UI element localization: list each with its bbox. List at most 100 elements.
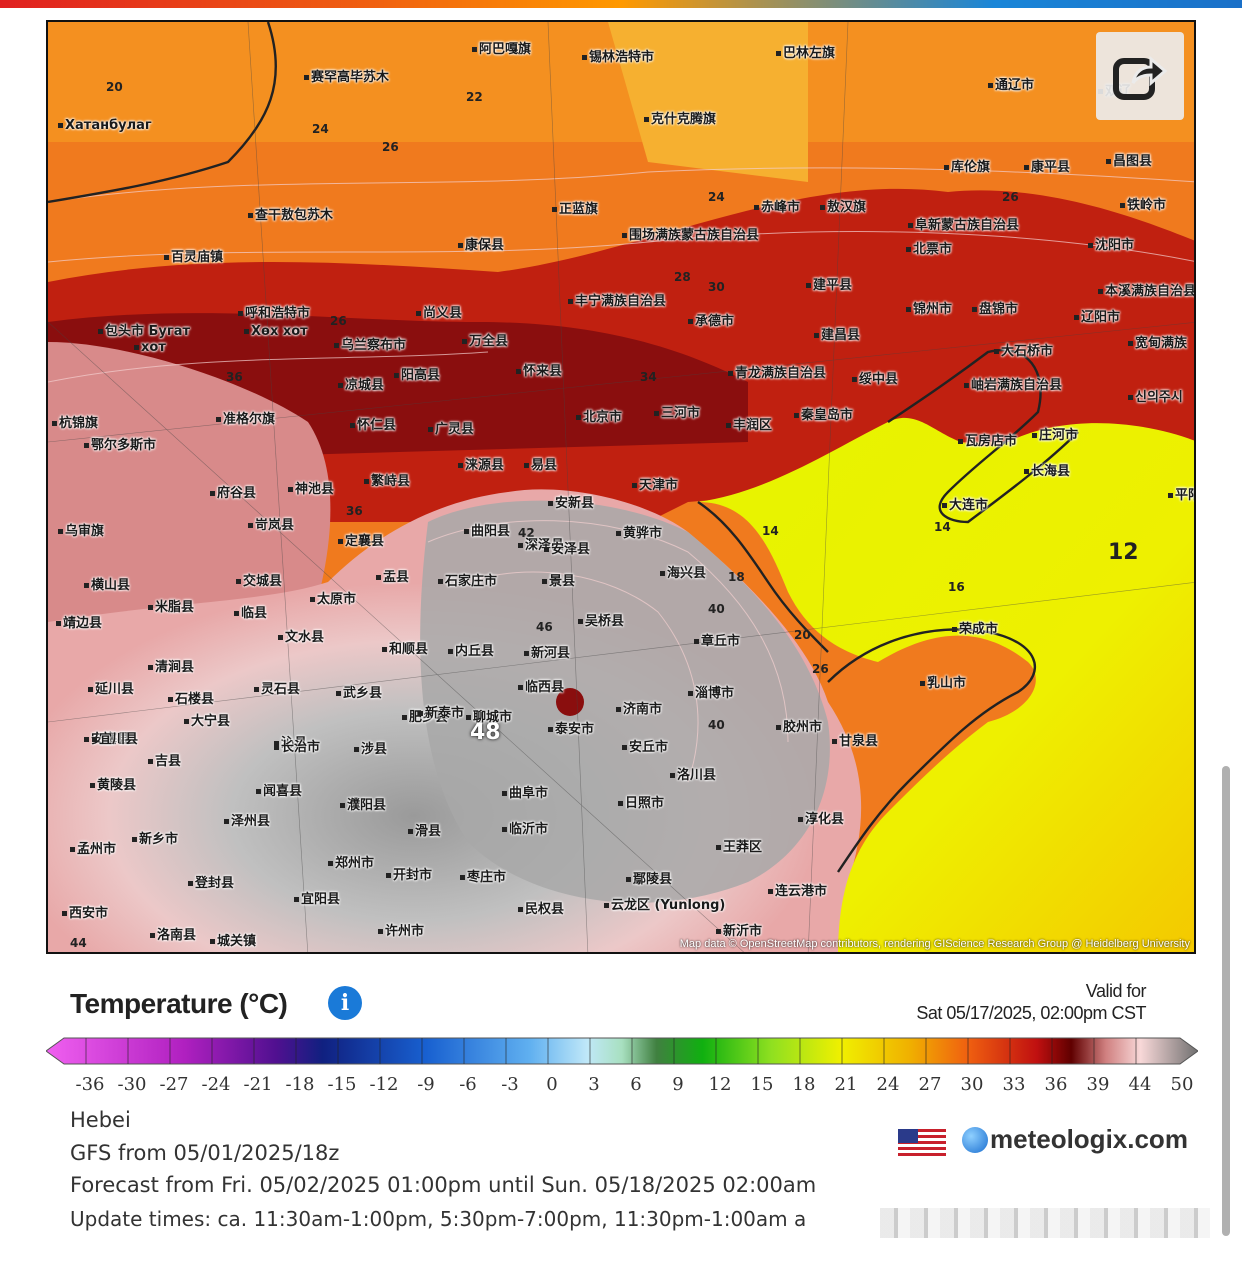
scale-tick: -18 bbox=[285, 1074, 315, 1095]
map-place-label: 本溪满族自治县 bbox=[1098, 280, 1194, 299]
scale-tick: 36 bbox=[1044, 1074, 1068, 1095]
map-place-label: 泽州县 bbox=[224, 810, 270, 829]
contour-label: 46 bbox=[536, 620, 553, 634]
map-place-label: 云龙区 (Yunlong) bbox=[604, 894, 725, 913]
map-place-label: 民权县 bbox=[518, 898, 564, 917]
map-place-label: 曲阳县 bbox=[464, 520, 510, 539]
map-place-label: 郑州市 bbox=[328, 852, 374, 871]
contour-label: 18 bbox=[728, 570, 745, 584]
scale-tick: -30 bbox=[117, 1074, 147, 1095]
map-place-label: 赛罕高毕苏木 bbox=[304, 66, 389, 85]
map-place-label: 长海县 bbox=[1024, 460, 1070, 479]
map-place-label: Хөх хот bbox=[244, 324, 308, 339]
map-place-label: 淳化县 bbox=[798, 808, 844, 827]
map-place-label: 北票市 bbox=[906, 238, 952, 257]
map-place-label: 文水县 bbox=[278, 626, 324, 645]
map-place-label: 吴桥县 bbox=[578, 610, 624, 629]
scale-tick: -9 bbox=[417, 1074, 435, 1095]
scale-tick: 30 bbox=[960, 1074, 984, 1095]
map-place-label: 定襄县 bbox=[338, 530, 384, 549]
map-place-label: 米脂县 bbox=[148, 596, 194, 615]
scale-tick: 15 bbox=[750, 1074, 774, 1095]
info-icon[interactable]: i bbox=[328, 986, 362, 1020]
map-place-label: 怀来县 bbox=[516, 360, 562, 379]
map-place-label: 广灵县 bbox=[428, 418, 474, 437]
map-place-label: 万全县 bbox=[462, 330, 508, 349]
map-place-label: 洛南县 bbox=[150, 924, 196, 943]
contour-label: 40 bbox=[708, 718, 725, 732]
map-place-label: 荣成市 bbox=[952, 618, 998, 637]
map-place-label: 盘锦市 bbox=[972, 298, 1018, 317]
scale-tick: 24 bbox=[876, 1074, 900, 1095]
map-place-label: 石家庄市 bbox=[438, 570, 497, 589]
scale-tick: 18 bbox=[792, 1074, 816, 1095]
map-place-label: 延川县 bbox=[88, 678, 134, 697]
map-place-label: 灵石县 bbox=[254, 678, 300, 697]
map-place-label: 甘泉县 bbox=[832, 730, 878, 749]
map-place-label: 绥中县 bbox=[852, 368, 898, 387]
map-place-label: 青龙满族自治县 bbox=[728, 362, 826, 381]
map-place-label: 阜新蒙古族自治县 bbox=[908, 214, 1019, 233]
scale-tick: 39 bbox=[1086, 1074, 1110, 1095]
contour-label: 26 bbox=[812, 662, 829, 676]
contour-label: 24 bbox=[708, 190, 725, 204]
map-place-label: 黄骅市 bbox=[616, 522, 662, 541]
scale-tick: 21 bbox=[834, 1074, 858, 1095]
scale-tick: 3 bbox=[588, 1074, 600, 1095]
map-place-label: 岫岩满族自治县 bbox=[964, 374, 1062, 393]
scale-ticks: -36 -30 -27 -24 -21 -18 -15 -12 -9 -6 -3… bbox=[46, 1074, 1198, 1098]
map-place-label: 凉城县 bbox=[338, 374, 384, 393]
map-place-label: 新沂市 bbox=[716, 920, 762, 939]
top-accent-bar bbox=[0, 0, 1242, 8]
map-place-label: 枣庄市 bbox=[460, 866, 506, 885]
share-icon bbox=[1113, 55, 1167, 100]
map-place-label: 许州市 bbox=[378, 920, 424, 939]
map-place-label: 鄢陵县 bbox=[626, 868, 672, 887]
scale-tick: 9 bbox=[672, 1074, 684, 1095]
map-place-label: 曲阜市 bbox=[502, 782, 548, 801]
map-place-label: 准格尔旗 bbox=[216, 408, 275, 427]
map-place-label: 新河县 bbox=[524, 642, 570, 661]
map-place-label: 庄河市 bbox=[1032, 424, 1078, 443]
map-place-label: 神池县 bbox=[288, 478, 334, 497]
map-place-label: 秦皇岛市 bbox=[794, 404, 853, 423]
map-place-label: хот bbox=[134, 340, 166, 355]
map-place-label: 查干敖包苏木 bbox=[248, 204, 333, 223]
map-place-label: 铁岭市 bbox=[1120, 194, 1166, 213]
map-place-label: 涞源县 bbox=[458, 454, 504, 473]
sea-temp-label: 12 bbox=[1108, 540, 1139, 565]
map-place-label: 敖汉旗 bbox=[820, 196, 866, 215]
map-place-label: 济南市 bbox=[616, 698, 662, 717]
map-place-label: 盂县 bbox=[376, 566, 409, 585]
meteologix-logo-link[interactable]: meteologix.com bbox=[962, 1124, 1188, 1155]
scale-tick: 6 bbox=[630, 1074, 642, 1095]
map-place-label: 聊城市 bbox=[466, 706, 512, 725]
map-place-label: 滑县 bbox=[408, 820, 441, 839]
map-place-label: 景县 bbox=[542, 570, 575, 589]
map-place-label: 内丘县 bbox=[448, 640, 494, 659]
temperature-map[interactable]: 20 22 24 26 24 26 28 30 26 36 34 36 42 4… bbox=[46, 20, 1196, 954]
map-place-label: 安泽县 bbox=[544, 538, 590, 557]
region-label: Hebei bbox=[70, 1108, 131, 1132]
map-place-label: 岢岚县 bbox=[248, 514, 294, 533]
map-place-label: 沈阳市 bbox=[1088, 234, 1134, 253]
map-place-label: 吉县 bbox=[148, 750, 181, 769]
map-place-label: 靖边县 bbox=[56, 612, 102, 631]
share-button[interactable] bbox=[1096, 32, 1184, 120]
map-place-label: 孟州市 bbox=[70, 838, 116, 857]
map-place-label: 丰宁满族自治县 bbox=[568, 290, 666, 309]
contour-label: 22 bbox=[466, 90, 483, 104]
map-place-label: 承德市 bbox=[688, 310, 734, 329]
map-place-label: 涉县 bbox=[354, 738, 387, 757]
map-place-label: 尚义县 bbox=[416, 302, 462, 321]
scrollbar[interactable] bbox=[1222, 766, 1230, 1236]
map-place-label: 府谷县 bbox=[210, 482, 256, 501]
scale-tick: -36 bbox=[75, 1074, 105, 1095]
map-place-label: 巴林左旗 bbox=[776, 42, 835, 61]
map-place-label: 克什克腾旗 bbox=[644, 108, 716, 127]
map-place-label: 安丘市 bbox=[622, 736, 668, 755]
map-place-label: 宜川县 bbox=[92, 728, 138, 747]
map-place-label: 百灵庙镇 bbox=[164, 246, 223, 265]
map-place-label: 杭锦旗 bbox=[52, 412, 98, 431]
map-place-label: 泰安市 bbox=[548, 718, 594, 737]
